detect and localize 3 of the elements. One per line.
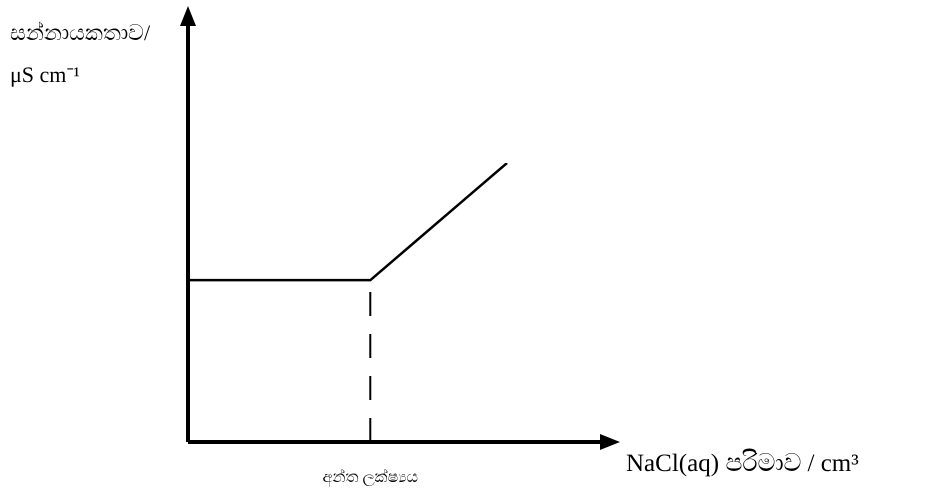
x-axis-title: NaCl(aq) පරිමාව / cm³ [626, 450, 859, 478]
text: අන්ත ලක්ෂ්‍යය [322, 468, 418, 487]
y-axis-title: සන්නායකතාව/ μS cm⁻¹ [10, 19, 152, 89]
